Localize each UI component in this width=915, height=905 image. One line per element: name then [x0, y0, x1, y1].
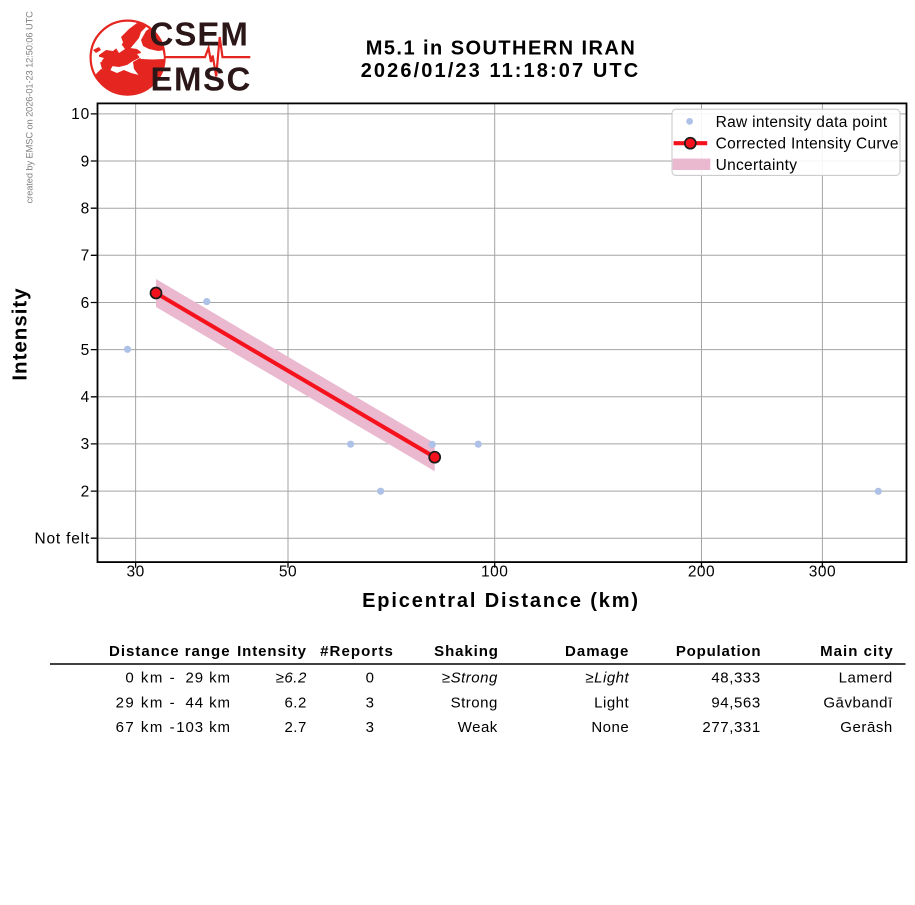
svg-text:67 km -: 67 km - — [116, 719, 177, 736]
svg-text:7: 7 — [81, 248, 90, 265]
svg-text:Intensity: Intensity — [9, 287, 32, 380]
svg-text:277,331: 277,331 — [702, 719, 760, 736]
svg-text:29 km: 29 km — [186, 669, 231, 686]
svg-text:created by EMSC on 2026-01-23: created by EMSC on 2026-01-23 12:50:06 U… — [25, 11, 35, 204]
svg-text:≥Light: ≥Light — [585, 669, 629, 686]
svg-text:CSEM: CSEM — [150, 15, 249, 52]
svg-text:None: None — [591, 719, 629, 736]
svg-text:50: 50 — [279, 563, 297, 580]
svg-text:Intensity: Intensity — [237, 643, 307, 660]
svg-text:Main city: Main city — [820, 643, 894, 660]
svg-text:0 km -: 0 km - — [125, 669, 176, 686]
svg-text:Lamerd: Lamerd — [839, 669, 893, 686]
svg-text:2026/01/23 11:18:07 UTC: 2026/01/23 11:18:07 UTC — [361, 60, 641, 82]
svg-text:30: 30 — [126, 563, 144, 580]
svg-text:6.2: 6.2 — [284, 694, 306, 711]
svg-text:Strong: Strong — [451, 694, 498, 711]
svg-text:Raw intensity data point: Raw intensity data point — [716, 114, 888, 131]
svg-text:9: 9 — [81, 153, 90, 170]
svg-text:Corrected Intensity Curve: Corrected Intensity Curve — [716, 136, 899, 153]
svg-text:≥6.2: ≥6.2 — [276, 669, 307, 686]
svg-text:94,563: 94,563 — [711, 694, 760, 711]
svg-text:Shaking: Shaking — [434, 643, 499, 660]
svg-text:0: 0 — [366, 669, 374, 686]
svg-text:6: 6 — [81, 295, 90, 312]
svg-text:44 km: 44 km — [186, 694, 231, 711]
svg-text:Gāvbandī: Gāvbandī — [823, 694, 893, 711]
svg-text:3: 3 — [366, 694, 374, 711]
svg-text:#Reports: #Reports — [320, 643, 394, 660]
svg-text:5: 5 — [81, 342, 90, 359]
svg-text:200: 200 — [688, 563, 715, 580]
svg-text:8: 8 — [81, 201, 90, 218]
svg-text:Uncertainty: Uncertainty — [716, 157, 798, 174]
svg-text:Weak: Weak — [458, 719, 498, 736]
svg-text:Light: Light — [594, 694, 629, 711]
svg-text:Population: Population — [676, 643, 762, 660]
svg-text:2.7: 2.7 — [284, 719, 306, 736]
svg-text:4: 4 — [81, 389, 90, 406]
svg-text:Not felt: Not felt — [34, 531, 90, 548]
svg-text:M5.1 in SOUTHERN IRAN: M5.1 in SOUTHERN IRAN — [366, 38, 636, 60]
svg-text:Distance range: Distance range — [109, 643, 231, 660]
svg-text:Damage: Damage — [565, 643, 629, 660]
svg-text:48,333: 48,333 — [711, 669, 760, 686]
svg-text:29 km -: 29 km - — [116, 694, 177, 711]
svg-text:100: 100 — [481, 563, 508, 580]
svg-text:Gerāsh: Gerāsh — [840, 719, 893, 736]
svg-text:3: 3 — [81, 436, 90, 453]
svg-text:EMSC: EMSC — [151, 61, 252, 98]
svg-text:Epicentral Distance (km): Epicentral Distance (km) — [362, 590, 640, 612]
svg-text:103 km: 103 km — [176, 719, 231, 736]
svg-text:3: 3 — [366, 719, 374, 736]
svg-text:10: 10 — [71, 106, 90, 123]
svg-text:2: 2 — [81, 483, 90, 500]
svg-text:≥Strong: ≥Strong — [442, 669, 498, 686]
svg-text:300: 300 — [809, 563, 836, 580]
